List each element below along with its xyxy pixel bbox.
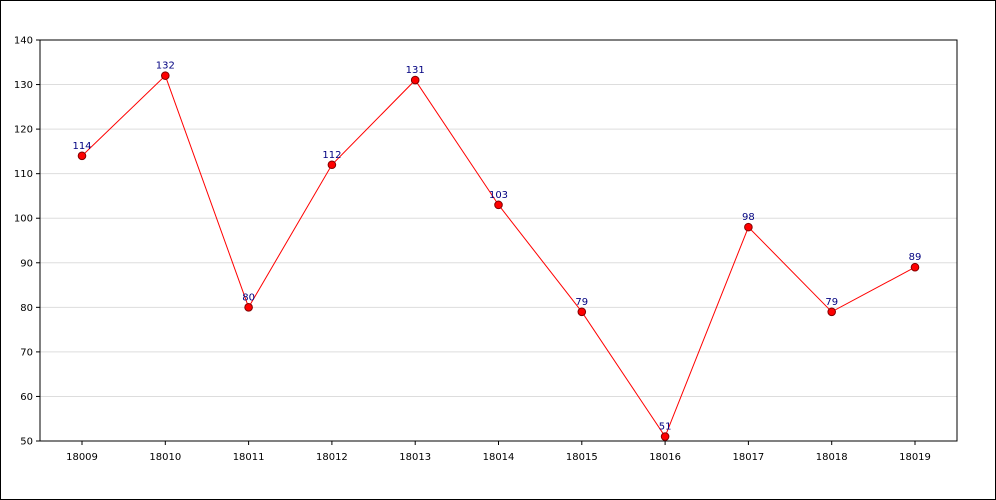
- data-labels: 114 132 80 112 131 103 79 51 98 79 89: [72, 61, 921, 433]
- x-tick-label: 18009: [66, 452, 98, 463]
- data-label: 132: [156, 61, 175, 72]
- x-tick-label: 18017: [732, 452, 764, 463]
- x-tick-label: 18014: [483, 452, 515, 463]
- data-label: 89: [909, 252, 922, 263]
- data-point: [327, 160, 337, 170]
- data-label: 79: [825, 297, 838, 308]
- y-tick-label: 120: [14, 125, 33, 136]
- data-point: [244, 303, 253, 312]
- data-point: [660, 432, 670, 441]
- y-tick-label: 140: [14, 36, 33, 47]
- data-label: 112: [322, 150, 341, 161]
- x-tick-label: 18010: [149, 452, 181, 463]
- x-tick-label: 18016: [649, 452, 681, 463]
- data-point: [577, 307, 587, 317]
- y-tick-label: 110: [14, 169, 33, 180]
- x-tick-label: 18013: [399, 452, 431, 463]
- data-point: [827, 307, 837, 317]
- data-point: [161, 71, 170, 80]
- y-axis: 50 60 70 80 90 100 110 120 130 140: [14, 36, 40, 448]
- data-point: [410, 75, 420, 85]
- data-label: 103: [489, 190, 508, 201]
- x-tick-label: 18011: [233, 452, 265, 463]
- y-tick-label: 130: [14, 80, 33, 91]
- x-tick-label: 18018: [816, 452, 848, 463]
- data-point: [910, 262, 920, 272]
- data-label: 131: [406, 65, 425, 76]
- x-axis: 18009 18010 18011 18012 18013 18014 18015 18016…: [66, 441, 931, 463]
- y-tick-label: 80: [20, 303, 33, 314]
- data-point: [744, 222, 753, 232]
- y-tick-label: 60: [20, 392, 33, 403]
- data-label: 80: [242, 292, 255, 303]
- series-line: [81, 74, 916, 438]
- x-tick-label: 18012: [316, 452, 348, 463]
- plot-area: [39, 39, 958, 442]
- data-label: 51: [659, 422, 672, 433]
- x-tick-label: 18015: [566, 452, 598, 463]
- data-point: [494, 200, 503, 210]
- y-tick-label: 50: [20, 437, 33, 448]
- y-tick-label: 70: [20, 347, 33, 358]
- data-label: 79: [575, 297, 588, 308]
- y-tick-label: 90: [20, 258, 33, 269]
- data-label: 98: [742, 212, 755, 223]
- y-tick-label: 100: [14, 214, 33, 225]
- series: [77, 71, 920, 441]
- data-point: [77, 151, 87, 161]
- data-label: 114: [72, 141, 91, 152]
- gridlines: [40, 84, 957, 397]
- x-tick-label: 18019: [899, 452, 931, 463]
